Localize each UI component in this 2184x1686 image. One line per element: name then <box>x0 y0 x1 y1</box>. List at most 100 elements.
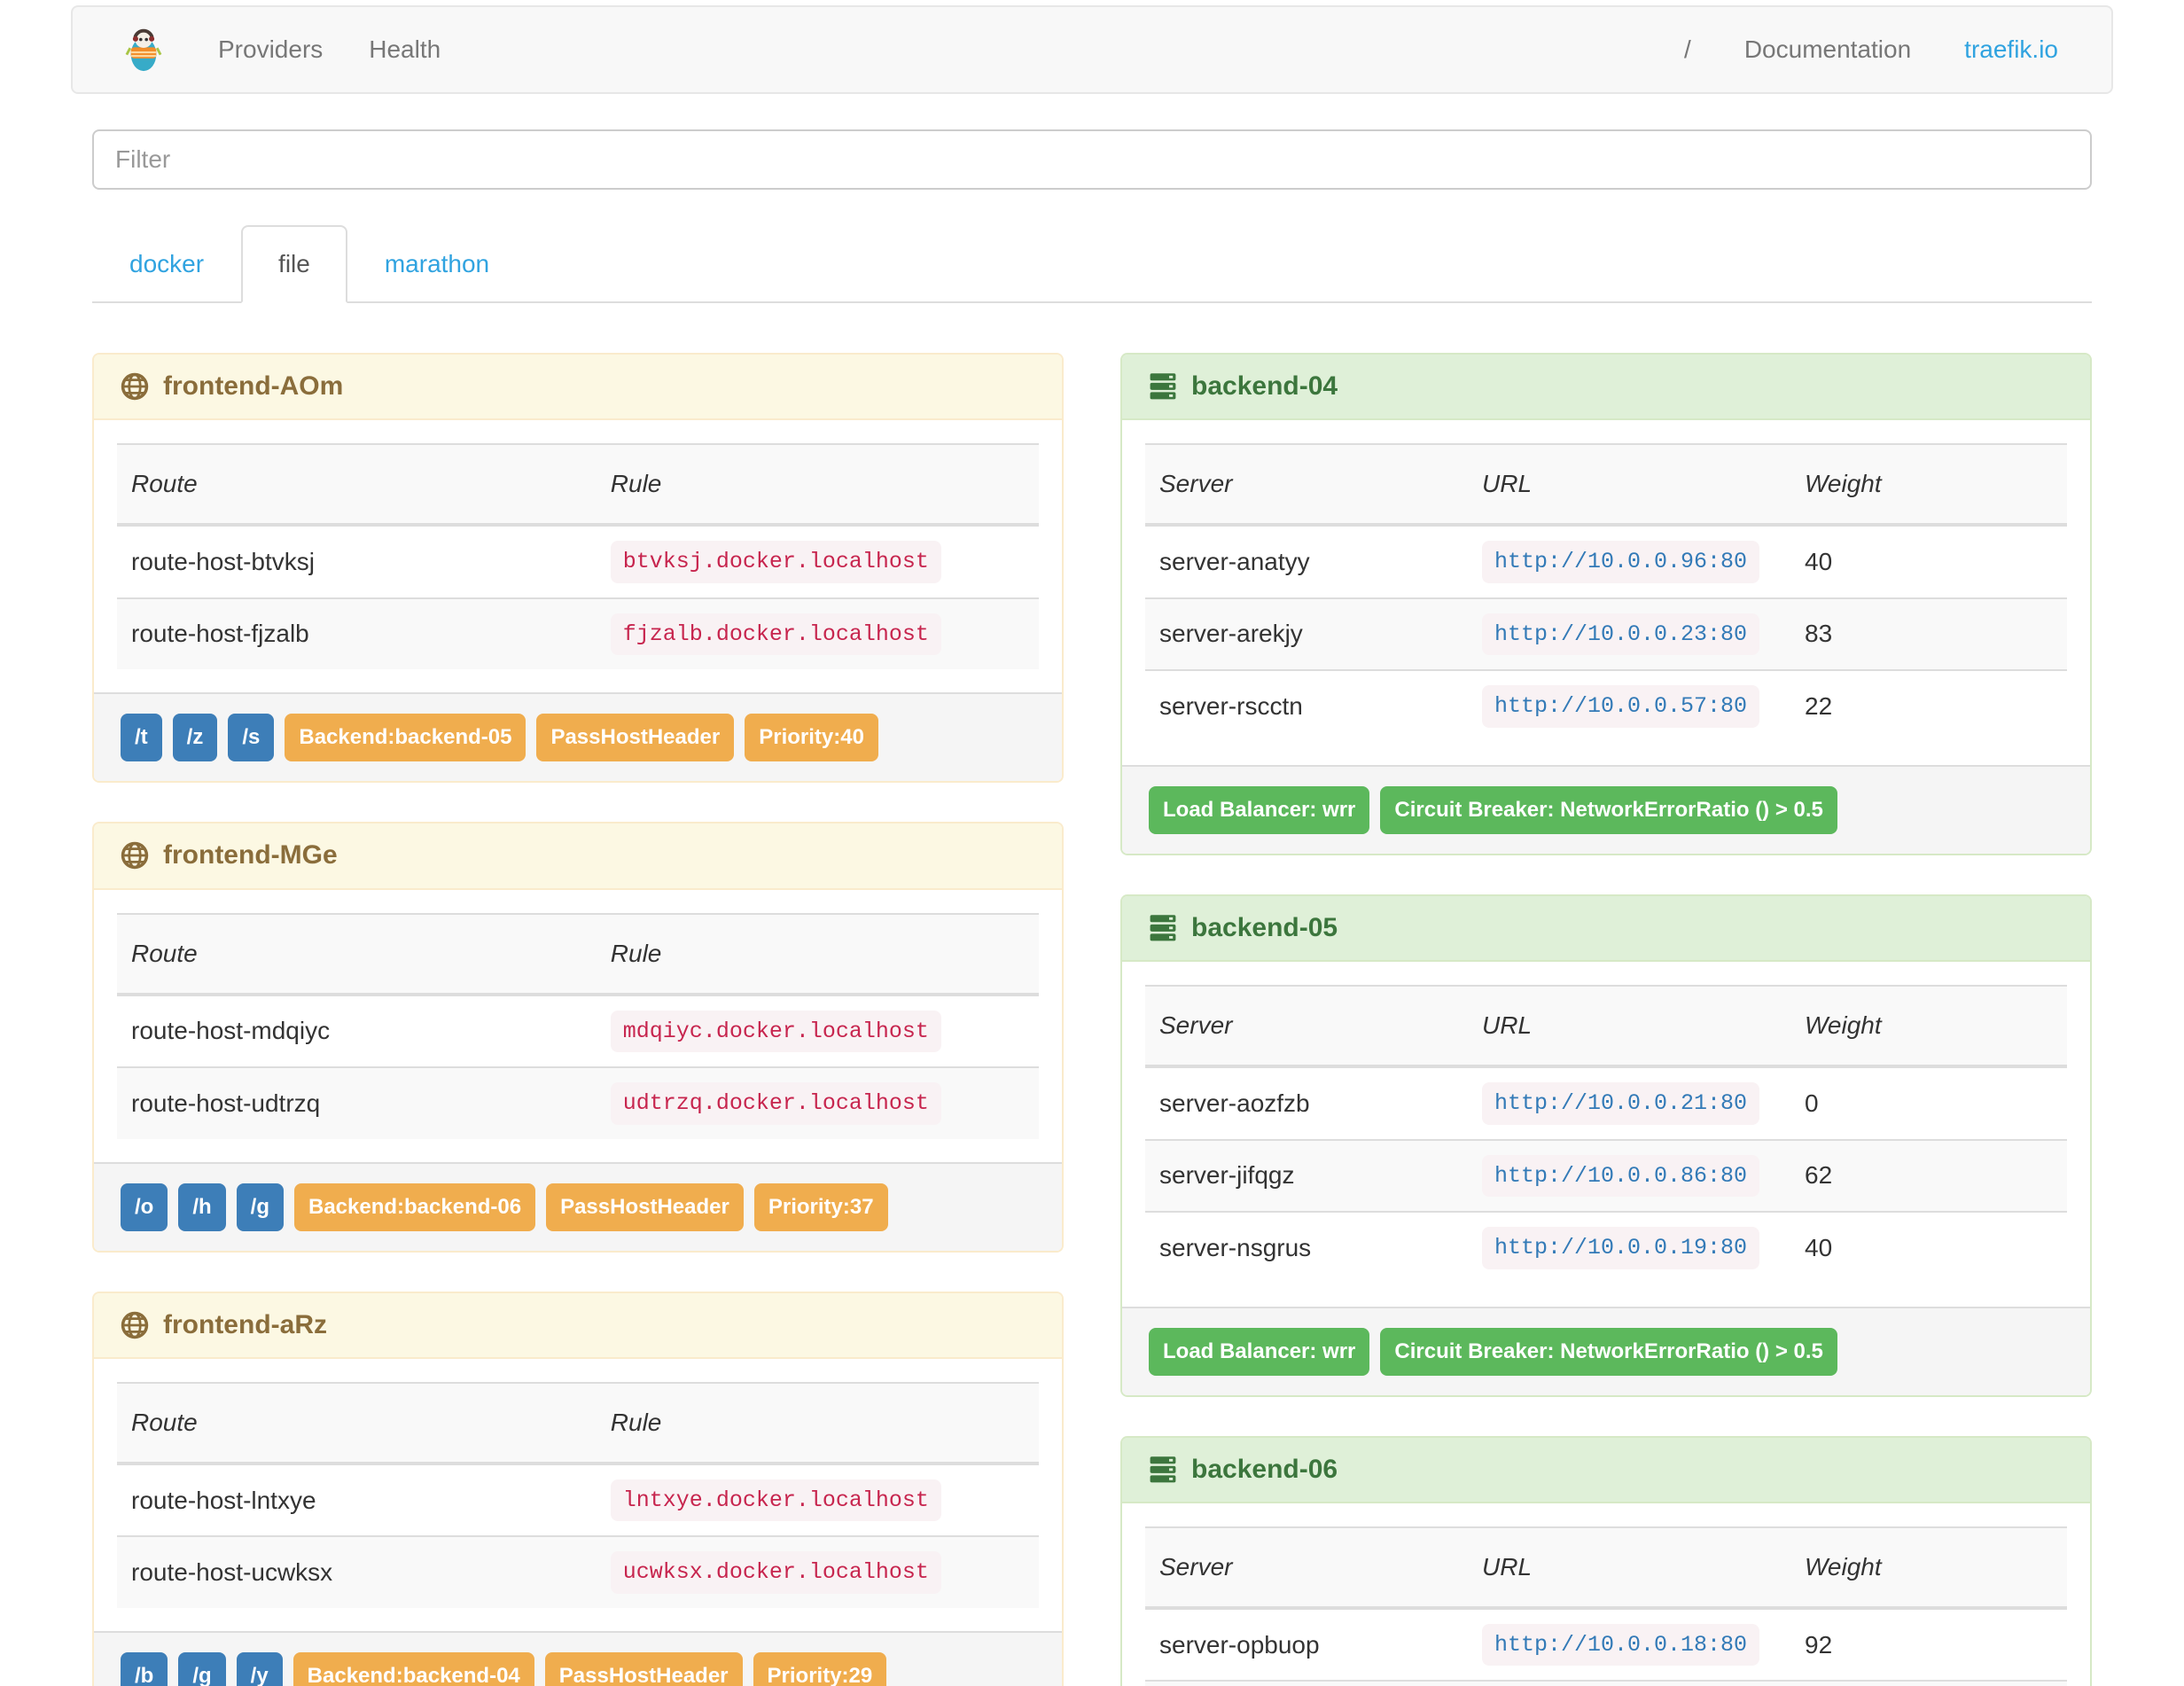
weight-cell: 92 <box>1805 1630 1833 1659</box>
url-code[interactable]: http://10.0.0.19:80 <box>1482 1227 1760 1269</box>
tag-label: PassHostHeader <box>546 1183 744 1231</box>
column-header-route: Route <box>131 939 198 967</box>
main-content: docker file marathon frontend-AOm Route Rule… <box>71 129 2113 1686</box>
url-code[interactable]: http://10.0.0.57:80 <box>1482 685 1760 728</box>
traefik-logo-icon[interactable] <box>124 27 163 72</box>
frontend-table-header-row: Route Rule <box>117 913 1039 995</box>
weight-cell: 22 <box>1805 691 1833 720</box>
nav-health[interactable]: Health <box>369 35 441 64</box>
frontends-column: frontend-AOm Route Rule route-host-btvksj bt… <box>92 352 1064 1686</box>
backend-card-footer: Load Balancer: wrr Circuit Breaker: Netwo… <box>1122 764 2090 854</box>
filter-input[interactable] <box>92 129 2092 190</box>
weight-cell: 0 <box>1805 1089 1819 1117</box>
rule-cell: ucwksx.docker.localhost <box>597 1536 1039 1608</box>
server-icon <box>1149 372 1177 401</box>
tag-label: Backend:backend-04 <box>292 1651 534 1686</box>
server-name-cell: server-nsgrus <box>1159 1233 1312 1261</box>
backend-table-header-row: Server URL Weight <box>1145 986 2067 1067</box>
table-row: server-jifqgz http://10.0.0.86:80 62 <box>1145 1139 2067 1213</box>
frontend-card-title: frontend-MGe <box>163 840 338 870</box>
nav-path-slash[interactable]: / <box>1684 35 1691 64</box>
url-code[interactable]: http://10.0.0.18:80 <box>1482 1623 1760 1666</box>
rule-cell: lntxye.docker.localhost <box>597 1464 1039 1537</box>
server-icon <box>1149 914 1177 942</box>
weight-cell: 40 <box>1805 1233 1833 1261</box>
server-name-cell: server-opbuop <box>1159 1630 1320 1659</box>
globe-icon <box>121 1311 149 1339</box>
backend-card: backend-04 Server URL Weight server-anatyy ht… <box>1120 352 2092 855</box>
route-name-cell: route-host-mdqiyc <box>131 1017 331 1045</box>
nav-traefik-io[interactable]: traefik.io <box>1964 35 2058 64</box>
column-header-rule: Rule <box>610 939 662 967</box>
weight-cell: 29 <box>1790 1681 2067 1686</box>
rule-code: udtrzq.docker.localhost <box>610 1082 941 1125</box>
backend-card-footer: Load Balancer: wrr Circuit Breaker: Netwo… <box>1122 1306 2090 1395</box>
backend-table: Server URL Weight server-aozfzb http://10.0.… <box>1145 985 2067 1283</box>
frontend-card-body: Route Rule route-host-btvksj btvksj.docker.… <box>94 420 1062 692</box>
backend-card-title: backend-04 <box>1191 371 1338 401</box>
url-code[interactable]: http://10.0.0.86:80 <box>1482 1154 1760 1198</box>
column-header-rule: Rule <box>610 1409 662 1437</box>
frontend-card-heading: frontend-aRz <box>94 1292 1062 1360</box>
route-name-cell: route-host-btvksj <box>131 547 315 575</box>
url-cell: http://10.0.0.63:80 <box>1468 1681 1790 1686</box>
frontend-table-header-row: Route Rule <box>117 444 1039 526</box>
tab-marathon-link[interactable]: marathon <box>384 250 490 277</box>
backend-card-title: backend-05 <box>1191 912 1338 942</box>
rule-cell: mdqiyc.docker.localhost <box>597 995 1039 1068</box>
table-row: route-host-btvksj btvksj.docker.localhost <box>117 525 1039 598</box>
url-cell: http://10.0.0.19:80 <box>1468 1212 1790 1284</box>
column-header-url: URL <box>1482 1553 1533 1581</box>
route-name-cell: route-host-lntxye <box>131 1486 316 1514</box>
server-name-cell: server-aozfzb <box>1159 1089 1310 1117</box>
backend-card: backend-05 Server URL Weight server-aozfzb ht… <box>1120 894 2092 1397</box>
url-code[interactable]: http://10.0.0.96:80 <box>1482 541 1760 583</box>
frontend-card-footer: /t/z/s Backend:backend-05 PassHostHeader Pr… <box>94 692 1062 782</box>
table-row: server-anatyy http://10.0.0.96:80 40 <box>1145 525 2067 598</box>
backend-card: backend-06 Server URL Weight server-opbuop ht… <box>1120 1435 2092 1686</box>
tab-docker: docker <box>92 225 241 303</box>
tag-label: PassHostHeader <box>544 1651 743 1686</box>
backends-column: backend-04 Server URL Weight server-anatyy ht… <box>1120 352 2092 1686</box>
tag-label: Circuit Breaker: NetworkErrorRatio () > … <box>1380 785 1837 834</box>
weight-cell: 83 <box>1805 620 1833 648</box>
column-header-server: Server <box>1159 1553 1233 1581</box>
nav-documentation[interactable]: Documentation <box>1743 35 1912 64</box>
column-header-rule: Rule <box>610 470 662 498</box>
table-row: route-host-udtrzq udtrzq.docker.localhost <box>117 1067 1039 1139</box>
url-cell: http://10.0.0.18:80 <box>1468 1608 1790 1682</box>
frontend-card-heading: frontend-MGe <box>94 823 1062 890</box>
url-code[interactable]: http://10.0.0.21:80 <box>1482 1082 1760 1125</box>
route-entry-label: /y <box>236 1651 283 1686</box>
column-header-url: URL <box>1482 470 1533 498</box>
rule-code: lntxye.docker.localhost <box>610 1479 941 1522</box>
nav-providers[interactable]: Providers <box>218 35 324 64</box>
rule-code: ucwksx.docker.localhost <box>610 1551 941 1594</box>
tag-label: Backend:backend-06 <box>293 1183 536 1231</box>
navbar: Providers Health / Documentation traefik… <box>71 5 2113 94</box>
table-row: route-host-lntxye lntxye.docker.localhost <box>117 1464 1039 1537</box>
route-entry-label: /g <box>178 1651 226 1686</box>
route-entry-label: /h <box>178 1183 226 1231</box>
server-name-cell: server-arekjy <box>1159 620 1303 648</box>
rule-cell: fjzalb.docker.localhost <box>597 598 1039 670</box>
tab-file-link[interactable]: file <box>241 225 347 303</box>
route-name-cell: route-host-ucwksx <box>131 1558 333 1587</box>
backend-card-body: Server URL Weight server-opbuop http://10.0.… <box>1122 1503 2090 1686</box>
table-row: route-host-mdqiyc mdqiyc.docker.localhost <box>117 995 1039 1068</box>
tag-label: PassHostHeader <box>536 714 735 762</box>
tab-docker-link[interactable]: docker <box>129 250 205 277</box>
server-name-cell: server-anatyy <box>1159 547 1310 575</box>
rule-code: mdqiyc.docker.localhost <box>610 1010 941 1053</box>
tag-label: Priority:29 <box>753 1651 887 1686</box>
backend-table: Server URL Weight server-opbuop http://10.0.… <box>1145 1526 2067 1686</box>
route-entry-label: /z <box>172 714 218 762</box>
server-icon <box>1149 1456 1177 1484</box>
rule-cell: btvksj.docker.localhost <box>597 525 1039 598</box>
weight-cell: 62 <box>1805 1161 1833 1190</box>
url-code[interactable]: http://10.0.0.23:80 <box>1482 613 1760 656</box>
backend-card-heading: backend-06 <box>1122 1437 2090 1504</box>
table-row: server-nsgrus http://10.0.0.19:80 40 <box>1145 1212 2067 1284</box>
backend-table-header-row: Server URL Weight <box>1145 444 2067 526</box>
cards-area: frontend-AOm Route Rule route-host-btvksj bt… <box>92 352 2092 1686</box>
